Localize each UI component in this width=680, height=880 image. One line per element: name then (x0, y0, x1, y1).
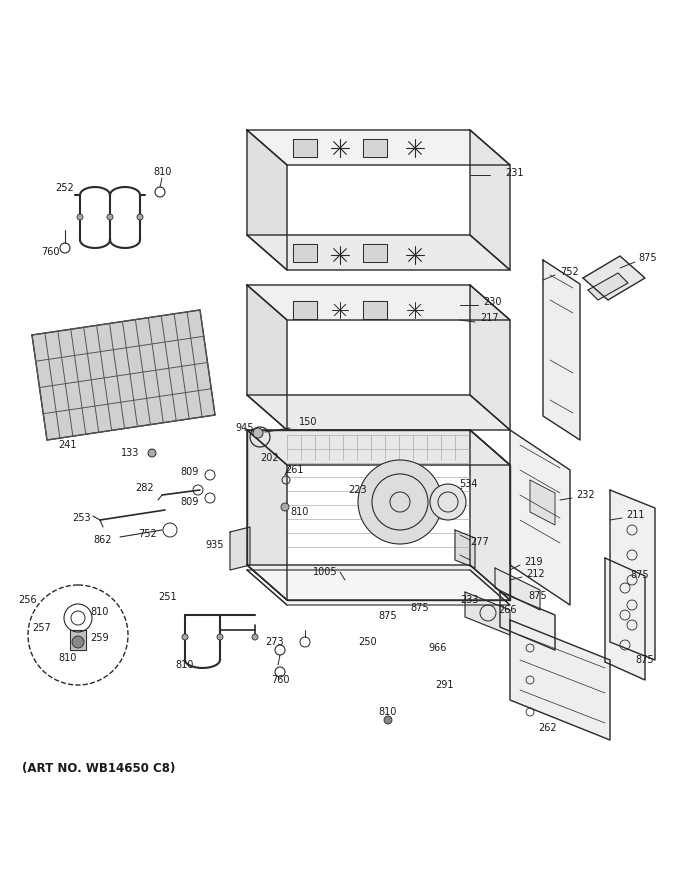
Circle shape (148, 449, 156, 457)
Text: 752: 752 (139, 529, 157, 539)
Polygon shape (247, 285, 287, 430)
Text: 150: 150 (299, 417, 318, 427)
Text: 233: 233 (461, 595, 479, 605)
Text: 211: 211 (626, 510, 645, 520)
Text: 250: 250 (358, 637, 377, 647)
Text: 261: 261 (286, 465, 304, 475)
Circle shape (77, 214, 83, 220)
Polygon shape (247, 395, 510, 430)
Polygon shape (363, 244, 387, 262)
Polygon shape (530, 480, 555, 525)
Text: 810: 810 (154, 167, 172, 177)
Text: 291: 291 (436, 680, 454, 690)
Polygon shape (32, 310, 215, 440)
Text: 875: 875 (379, 611, 397, 621)
Polygon shape (470, 285, 510, 430)
Polygon shape (465, 592, 510, 635)
Polygon shape (247, 430, 287, 600)
Text: 282: 282 (136, 483, 154, 493)
Text: 875: 875 (528, 591, 547, 601)
Text: 1005: 1005 (313, 567, 337, 577)
Polygon shape (543, 260, 580, 440)
Text: 534: 534 (459, 479, 477, 489)
Polygon shape (293, 139, 317, 157)
Circle shape (430, 484, 466, 520)
Polygon shape (510, 430, 570, 605)
Polygon shape (293, 301, 317, 319)
Polygon shape (247, 430, 510, 465)
Text: 262: 262 (539, 723, 558, 733)
Text: 760: 760 (271, 675, 289, 685)
Polygon shape (470, 130, 510, 270)
Text: 945: 945 (236, 423, 254, 433)
Text: 202: 202 (260, 453, 279, 463)
Polygon shape (470, 430, 510, 600)
Polygon shape (363, 139, 387, 157)
Polygon shape (247, 130, 510, 165)
Text: 231: 231 (505, 168, 524, 178)
Text: 810: 810 (291, 507, 309, 517)
Polygon shape (363, 301, 387, 319)
Circle shape (252, 634, 258, 640)
Polygon shape (247, 235, 510, 270)
Text: 760: 760 (41, 247, 59, 257)
Polygon shape (455, 530, 475, 568)
Polygon shape (230, 527, 250, 570)
Circle shape (182, 634, 188, 640)
Text: 875: 875 (636, 655, 654, 665)
Text: 810: 810 (91, 607, 109, 617)
Text: 133: 133 (121, 448, 139, 458)
Text: 257: 257 (33, 623, 52, 633)
Polygon shape (510, 620, 610, 740)
Text: 752: 752 (560, 267, 579, 277)
Text: (ART NO. WB14650 C8): (ART NO. WB14650 C8) (22, 762, 175, 775)
Circle shape (217, 634, 223, 640)
Polygon shape (605, 558, 645, 680)
Text: 277: 277 (471, 537, 490, 547)
Circle shape (281, 503, 289, 511)
Polygon shape (247, 570, 510, 605)
Text: 810: 810 (379, 707, 397, 717)
Text: 966: 966 (429, 643, 447, 653)
Text: 862: 862 (94, 535, 112, 545)
Text: 259: 259 (90, 633, 109, 643)
Polygon shape (583, 256, 645, 300)
Polygon shape (70, 630, 86, 650)
Text: 219: 219 (524, 557, 543, 567)
Text: 266: 266 (498, 605, 517, 615)
Polygon shape (610, 490, 655, 660)
Polygon shape (293, 244, 317, 262)
Text: 241: 241 (58, 440, 76, 450)
Circle shape (72, 636, 84, 648)
Circle shape (137, 214, 143, 220)
Text: 230: 230 (483, 297, 501, 307)
Polygon shape (500, 592, 555, 650)
Text: 251: 251 (158, 592, 177, 602)
Text: 809: 809 (181, 497, 199, 507)
Text: 252: 252 (56, 183, 74, 193)
Polygon shape (495, 568, 540, 610)
Polygon shape (588, 273, 628, 300)
Text: 875: 875 (411, 603, 429, 613)
Text: 810: 810 (58, 653, 78, 663)
Polygon shape (247, 285, 510, 320)
Text: 273: 273 (266, 637, 284, 647)
Polygon shape (247, 130, 287, 270)
Text: 232: 232 (576, 490, 594, 500)
Text: 212: 212 (526, 569, 545, 579)
Text: 875: 875 (630, 570, 649, 580)
Text: 810: 810 (176, 660, 194, 670)
Circle shape (107, 214, 113, 220)
Text: 809: 809 (181, 467, 199, 477)
Text: 935: 935 (206, 540, 224, 550)
Circle shape (253, 428, 263, 438)
Circle shape (358, 460, 442, 544)
Circle shape (384, 716, 392, 724)
Text: 875: 875 (638, 253, 657, 263)
Text: 217: 217 (480, 313, 498, 323)
Text: 256: 256 (18, 595, 37, 605)
Text: 223: 223 (349, 485, 367, 495)
Text: 253: 253 (73, 513, 91, 523)
Polygon shape (247, 565, 510, 600)
